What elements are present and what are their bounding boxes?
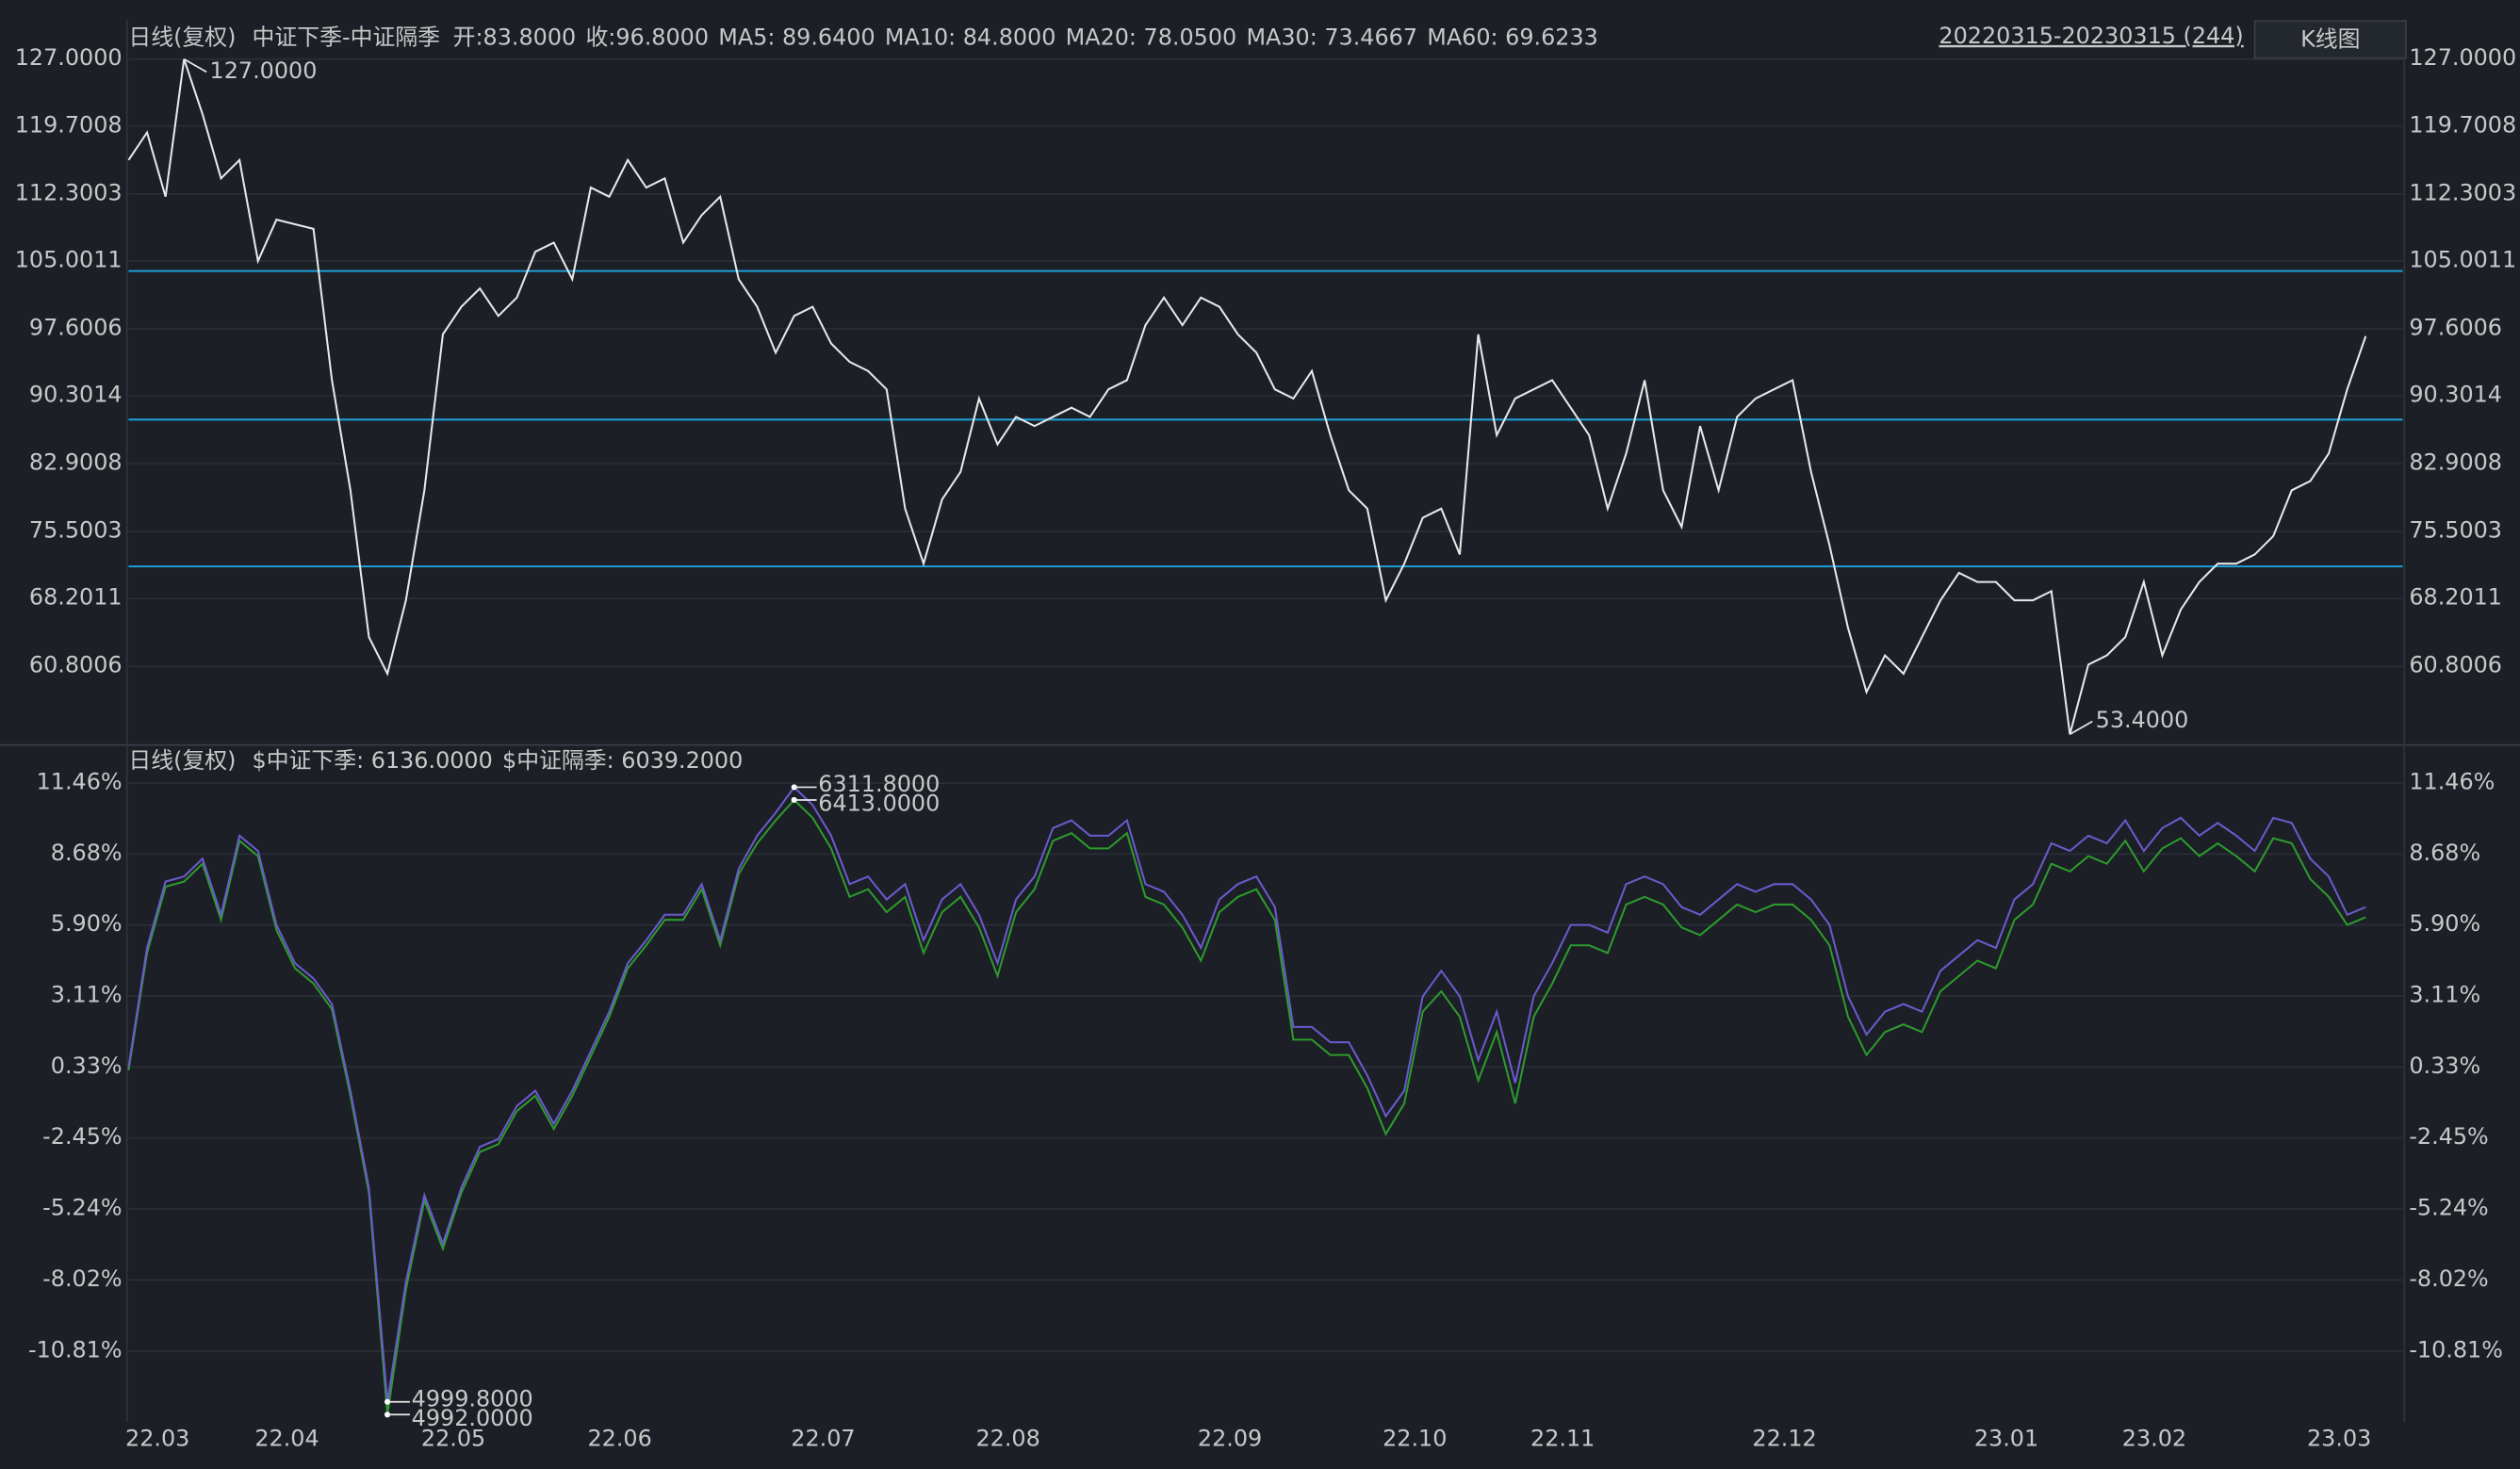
stat: MA60: 69.6233 — [1427, 24, 1598, 51]
value-label: 127.0000 — [210, 57, 318, 84]
y-tick-label-right: 75.5003 — [2409, 517, 2502, 544]
stat: MA20: 78.0500 — [1066, 24, 1237, 51]
x-tick-label: 22.11 — [1530, 1426, 1595, 1452]
y-tick-label: 127.0000 — [15, 44, 123, 71]
y-tick-label: -8.02% — [42, 1265, 122, 1292]
y-tick-label: 119.7008 — [15, 111, 123, 138]
annotation: 4999.8000 — [412, 1386, 533, 1412]
x-tick-label: 23.02 — [2122, 1426, 2186, 1452]
y-tick-label-right: -5.24% — [2409, 1195, 2488, 1221]
label-leader — [183, 57, 207, 73]
series-line — [127, 785, 2366, 1402]
y-tick-label: 0.33% — [51, 1053, 123, 1079]
y-tick-label-right: 3.11% — [2409, 982, 2480, 1008]
x-tick-label: 22.03 — [125, 1426, 189, 1452]
annotation: 6413.0000 — [818, 791, 940, 817]
chart-title: 中证下季-中证隔季 — [253, 24, 440, 51]
button-frame[interactable] — [2253, 20, 2407, 59]
x-tick-label: 23.03 — [2307, 1426, 2371, 1452]
legend-entry: $中证隔季: 6039.2000 — [502, 747, 743, 774]
range-label[interactable]: 20220315-20230315 (244) — [1939, 23, 2243, 49]
y-tick-label: 3.11% — [51, 982, 123, 1008]
x-tick-label: 22.04 — [254, 1426, 319, 1452]
button-label[interactable]: K线图 — [2300, 25, 2360, 52]
y-tick-label: 60.8006 — [29, 652, 123, 678]
y-tick-label: -10.81% — [28, 1336, 123, 1363]
x-tick-label: 22.09 — [1198, 1426, 1262, 1452]
y-tick-label-right: 127.0000 — [2409, 44, 2516, 71]
y-tick-label-right: 97.6006 — [2409, 314, 2502, 340]
y-tick-label: 5.90% — [51, 910, 123, 937]
y-tick-label-right: 68.2011 — [2409, 584, 2502, 611]
x-tick-label: 23.01 — [1974, 1426, 2038, 1452]
period-label: 日线(复权) — [128, 24, 236, 51]
series-line — [127, 58, 2367, 735]
y-tick-label: 82.9008 — [29, 449, 123, 476]
x-tick-label: 22.12 — [1752, 1426, 1816, 1452]
y-tick-label-right: 119.7008 — [2409, 111, 2516, 138]
y-tick-label: 75.5003 — [29, 517, 123, 544]
y-tick-label-right: 82.9008 — [2409, 449, 2502, 476]
y-tick-label: 90.3014 — [29, 382, 123, 408]
y-tick-label: 8.68% — [51, 840, 123, 866]
y-tick-label: 68.2011 — [29, 584, 123, 611]
annotation: 4992.0000 — [412, 1405, 533, 1431]
y-tick-label-right: 105.0011 — [2409, 246, 2516, 272]
y-tick-label-right: 90.3014 — [2409, 382, 2502, 408]
stat: MA5: 89.6400 — [718, 24, 875, 51]
y-tick-label: -2.45% — [42, 1123, 122, 1150]
legend-entry: $中证下季: 6136.0000 — [253, 747, 493, 774]
y-tick-label: 11.46% — [37, 769, 123, 795]
x-tick-label: 22.10 — [1383, 1426, 1447, 1452]
y-tick-label-right: 8.68% — [2409, 840, 2480, 866]
y-tick-label: 105.0011 — [15, 246, 123, 272]
stat: 收:96.8000 — [585, 24, 709, 51]
value-label: 53.4000 — [2096, 707, 2189, 733]
y-tick-label-right: -2.45% — [2409, 1123, 2488, 1150]
y-tick-label-right: 0.33% — [2409, 1053, 2480, 1079]
y-tick-label-right: 11.46% — [2409, 769, 2495, 795]
x-tick-label: 22.05 — [421, 1426, 485, 1452]
x-tick-label: 22.06 — [587, 1426, 651, 1452]
stat: 开:83.8000 — [453, 24, 577, 51]
y-tick-label: -5.24% — [42, 1195, 122, 1221]
y-tick-label-right: -8.02% — [2409, 1265, 2488, 1292]
annotation: 6311.8000 — [818, 771, 940, 797]
x-tick-label: 22.07 — [791, 1426, 855, 1452]
y-tick-label-right: 5.90% — [2409, 910, 2480, 937]
y-tick-label-right: 112.3003 — [2409, 179, 2516, 205]
label-leader — [2069, 720, 2093, 736]
y-tick-label-right: 60.8006 — [2409, 652, 2502, 678]
y-tick-label: 97.6006 — [29, 314, 123, 340]
stat: MA10: 84.8000 — [885, 24, 1056, 51]
y-tick-label: 112.3003 — [15, 179, 123, 205]
stat: MA30: 73.4667 — [1246, 24, 1417, 51]
period-label: 日线(复权) — [128, 747, 236, 774]
x-tick-label: 22.08 — [975, 1426, 1039, 1452]
series-line — [127, 798, 2366, 1415]
y-tick-label-right: -10.81% — [2409, 1336, 2503, 1363]
